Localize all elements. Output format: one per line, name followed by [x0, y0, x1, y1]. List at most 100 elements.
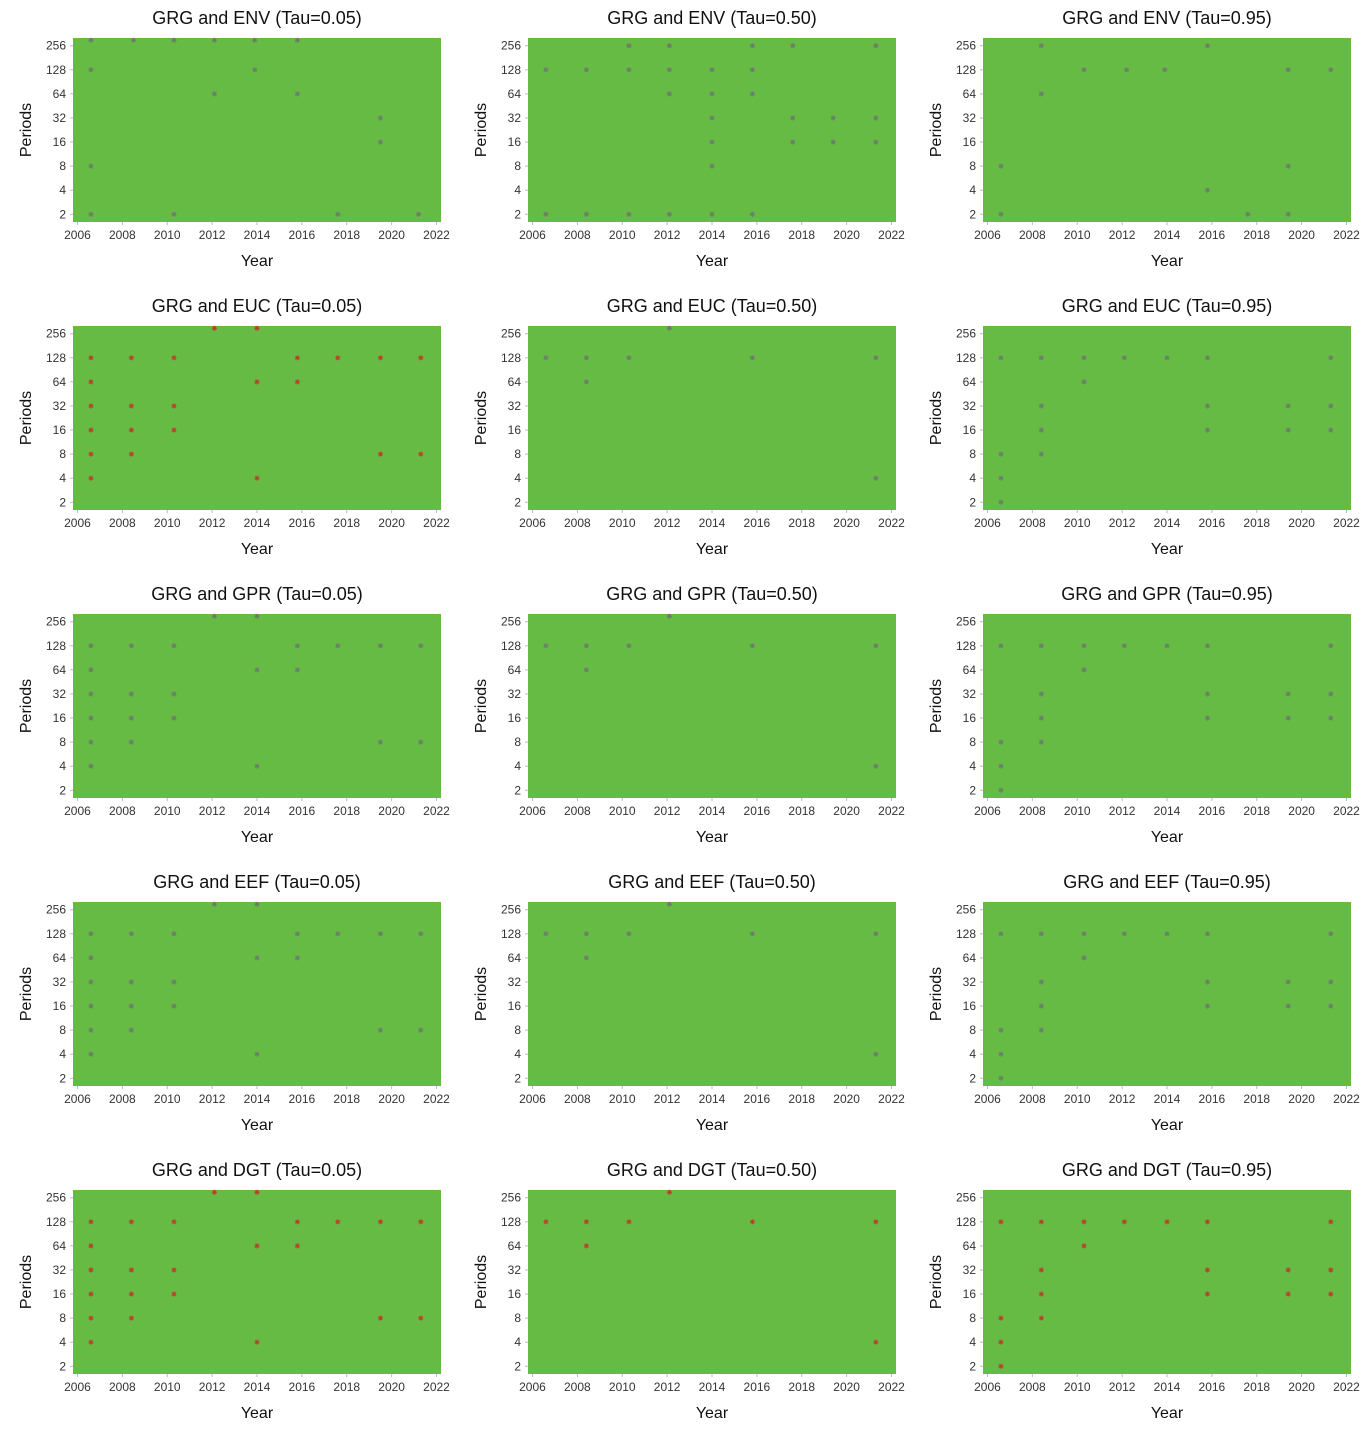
point — [88, 379, 94, 385]
y-tick-label: 2 — [969, 207, 976, 221]
x-tick-label: 2012 — [199, 516, 226, 530]
point — [294, 91, 300, 97]
point — [171, 1291, 177, 1297]
point — [626, 643, 632, 649]
y-tick-label: 8 — [59, 447, 66, 461]
x-tick-label: 2010 — [609, 516, 636, 530]
point — [88, 1243, 94, 1249]
point — [294, 931, 300, 937]
point — [998, 451, 1004, 457]
plot-area — [73, 902, 441, 1086]
point — [88, 67, 94, 73]
point — [543, 1219, 549, 1225]
point — [1328, 1291, 1334, 1297]
y-axis-label: Periods — [18, 103, 35, 157]
y-tick-label: 64 — [963, 1239, 977, 1253]
x-axis-label: Year — [241, 1405, 274, 1422]
point — [1285, 427, 1291, 433]
point — [583, 667, 589, 673]
x-axis-label: Year — [241, 541, 274, 558]
y-tick-label: 2 — [514, 207, 521, 221]
y-tick-label: 64 — [508, 1239, 522, 1253]
plot-area — [983, 614, 1351, 798]
y-tick-label: 32 — [963, 975, 977, 989]
point — [1081, 67, 1087, 73]
y-tick-label: 4 — [514, 1335, 521, 1349]
x-axis-label: Year — [696, 541, 729, 558]
y-tick-label: 128 — [956, 1215, 976, 1229]
point — [335, 1219, 341, 1225]
point — [418, 1315, 424, 1321]
point — [1204, 1291, 1210, 1297]
x-tick-label: 2022 — [1333, 228, 1360, 242]
point — [873, 475, 879, 481]
x-tick-label: 2020 — [1288, 1092, 1315, 1106]
y-tick-label: 256 — [46, 903, 66, 917]
x-tick-label: 2012 — [654, 516, 681, 530]
chart-title: GRG and GPR (Tau=0.05) — [151, 584, 363, 604]
y-tick-label: 128 — [46, 1215, 66, 1229]
point — [88, 1267, 94, 1273]
y-axis-label: Periods — [473, 679, 490, 733]
point — [88, 667, 94, 673]
point — [1081, 643, 1087, 649]
x-tick-label: 2014 — [1154, 804, 1181, 818]
chart: GRG and DGT (Tau=0.05) Year Periods 2006 200… — [18, 1160, 450, 1422]
point — [130, 37, 137, 43]
y-tick-label: 128 — [501, 351, 521, 365]
point — [830, 139, 836, 145]
y-tick-label: 4 — [59, 1047, 66, 1061]
y-tick-label: 128 — [501, 639, 521, 653]
chart: GRG and ENV (Tau=0.95) Year Periods 2006 200… — [928, 8, 1360, 270]
point — [88, 1051, 94, 1057]
chart: GRG and EEF (Tau=0.05) Year Periods 2006 200… — [18, 872, 450, 1134]
point — [377, 139, 384, 145]
point — [873, 139, 879, 145]
x-tick-label: 2020 — [378, 228, 405, 242]
point — [998, 1339, 1004, 1345]
point — [709, 163, 715, 169]
point — [171, 643, 177, 649]
y-tick-label: 256 — [956, 39, 976, 53]
x-tick-label: 2006 — [974, 804, 1001, 818]
x-tick-label: 2010 — [609, 228, 636, 242]
point — [1285, 403, 1291, 409]
chart-title: GRG and EEF (Tau=0.95) — [1063, 872, 1271, 892]
x-tick-label: 2022 — [878, 804, 905, 818]
x-tick-label: 2008 — [564, 804, 591, 818]
point — [254, 901, 260, 907]
point — [128, 1027, 134, 1033]
point — [294, 379, 300, 385]
y-tick-label: 64 — [53, 375, 67, 389]
x-tick-label: 2022 — [878, 1380, 905, 1394]
point — [418, 1219, 424, 1225]
y-axis-label: Periods — [473, 1255, 490, 1309]
y-tick-label: 16 — [53, 999, 67, 1013]
y-tick-label: 64 — [963, 375, 977, 389]
point — [171, 211, 177, 217]
point — [873, 643, 879, 649]
point — [998, 931, 1004, 937]
y-tick-label: 16 — [963, 135, 977, 149]
point — [1081, 931, 1087, 937]
point — [128, 643, 134, 649]
x-tick-label: 2006 — [64, 1380, 91, 1394]
point — [626, 1219, 632, 1225]
y-tick-label: 4 — [59, 759, 66, 773]
y-tick-label: 128 — [956, 927, 976, 941]
point — [1038, 1219, 1044, 1225]
x-tick-label: 2020 — [833, 1380, 860, 1394]
point — [128, 739, 134, 745]
y-tick-label: 2 — [59, 495, 66, 509]
y-tick-label: 64 — [963, 951, 977, 965]
point — [543, 931, 549, 937]
y-tick-label: 8 — [969, 1023, 976, 1037]
y-tick-label: 2 — [59, 207, 66, 221]
x-tick-label: 2010 — [1064, 228, 1091, 242]
point — [998, 1051, 1004, 1057]
point — [1038, 691, 1044, 697]
x-tick-label: 2020 — [1288, 516, 1315, 530]
x-tick-label: 2010 — [609, 804, 636, 818]
x-tick-label: 2020 — [378, 1380, 405, 1394]
point — [335, 931, 341, 937]
